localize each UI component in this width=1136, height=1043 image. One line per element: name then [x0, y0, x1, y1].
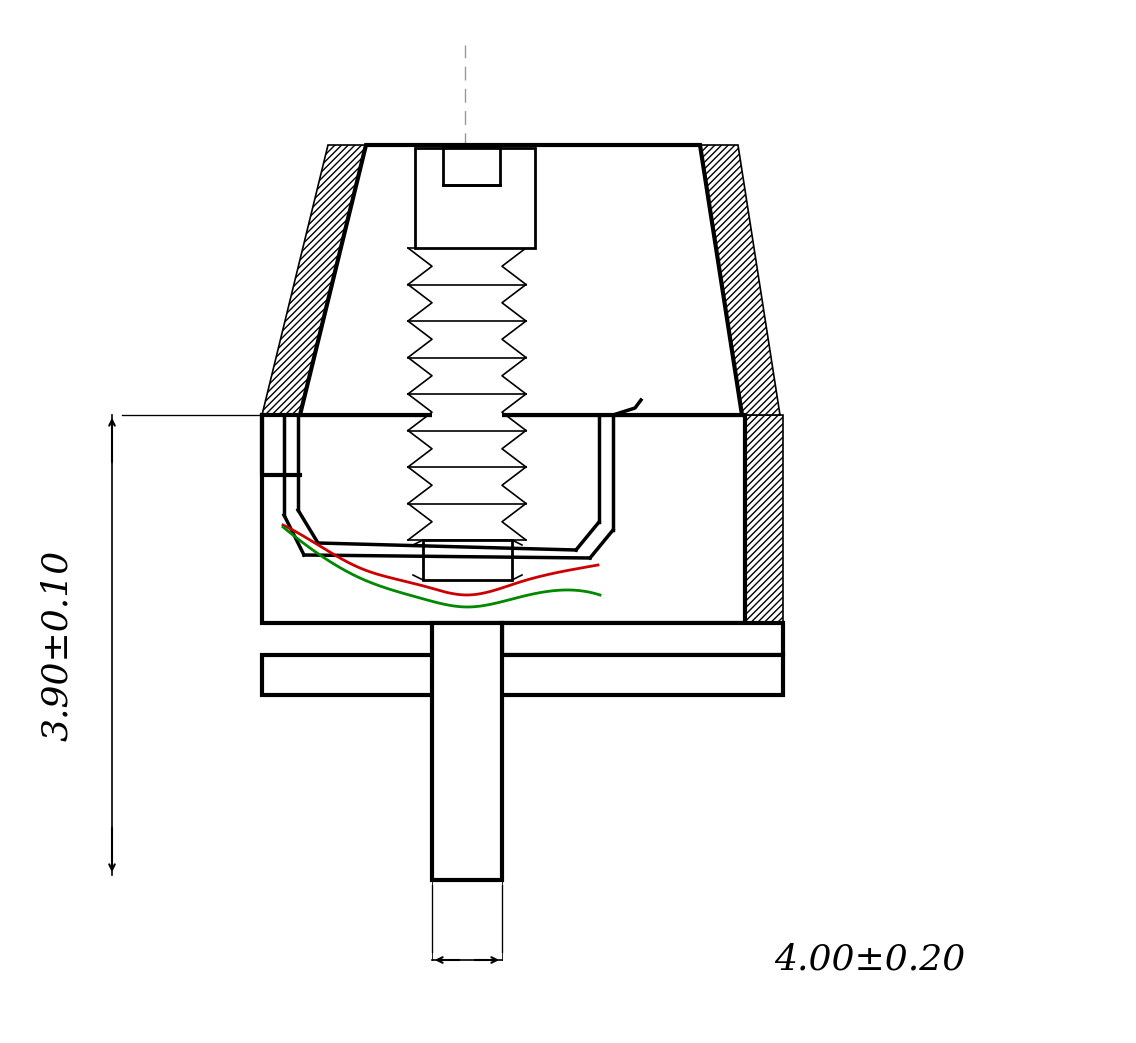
Bar — [432, 248, 502, 540]
Bar — [415, 148, 535, 248]
Polygon shape — [300, 145, 742, 415]
Polygon shape — [507, 623, 783, 655]
Polygon shape — [700, 145, 780, 415]
Bar — [423, 540, 512, 580]
Bar — [443, 148, 500, 185]
Bar — [502, 623, 783, 655]
Bar — [262, 415, 745, 623]
Text: 4.00±0.20: 4.00±0.20 — [775, 943, 966, 977]
Bar — [262, 655, 783, 695]
Polygon shape — [262, 145, 366, 415]
Polygon shape — [745, 415, 783, 623]
Bar — [432, 623, 502, 880]
Text: 3.90±0.10: 3.90±0.10 — [40, 550, 74, 741]
